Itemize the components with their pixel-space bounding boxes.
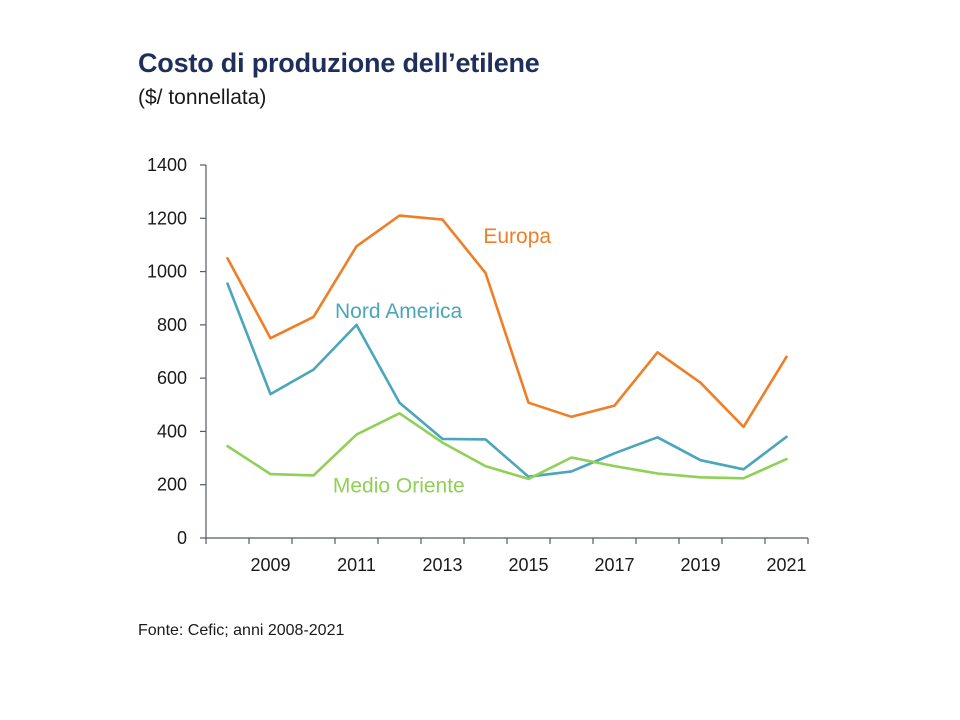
x-tick-label: 2017 xyxy=(594,555,634,575)
y-tick-label: 400 xyxy=(157,421,187,441)
series-label-europa: Europa xyxy=(483,225,551,248)
source-note: Fonte: Cefic; anni 2008-2021 xyxy=(138,622,345,639)
chart-title: Costo di produzione dell’etilene xyxy=(138,48,540,78)
x-tick-label: 2013 xyxy=(422,555,462,575)
y-tick-label: 0 xyxy=(177,528,187,548)
chart-subtitle: ($/ tonnellata) xyxy=(138,86,267,109)
x-tick-label: 2019 xyxy=(680,555,720,575)
series-label-nord-america: Nord America xyxy=(335,300,463,323)
y-tick-label: 800 xyxy=(157,315,187,335)
chart-series xyxy=(226,214,788,481)
series-line-medio-oriente xyxy=(226,411,788,481)
chart-series-labels: Europa Nord America Medio Oriente xyxy=(333,225,552,498)
x-tick-label: 2021 xyxy=(766,555,806,575)
y-tick-label: 1400 xyxy=(147,155,187,175)
x-tick-label: 2011 xyxy=(337,555,376,575)
y-tick-label: 1000 xyxy=(147,262,187,282)
y-tick-label: 200 xyxy=(157,475,187,495)
chart-axes: 0 200 400 600 800 1000 1200 1400 2009 2011 2013 201… xyxy=(147,155,809,575)
series-line-europa xyxy=(226,214,788,429)
x-tick-label: 2015 xyxy=(508,555,548,575)
y-tick-label: 600 xyxy=(157,368,187,388)
series-label-medio-oriente: Medio Oriente xyxy=(333,475,465,498)
y-tick-label: 1200 xyxy=(147,208,187,228)
x-tick-label: 2009 xyxy=(250,555,290,575)
series-line-nord-america xyxy=(226,282,788,479)
